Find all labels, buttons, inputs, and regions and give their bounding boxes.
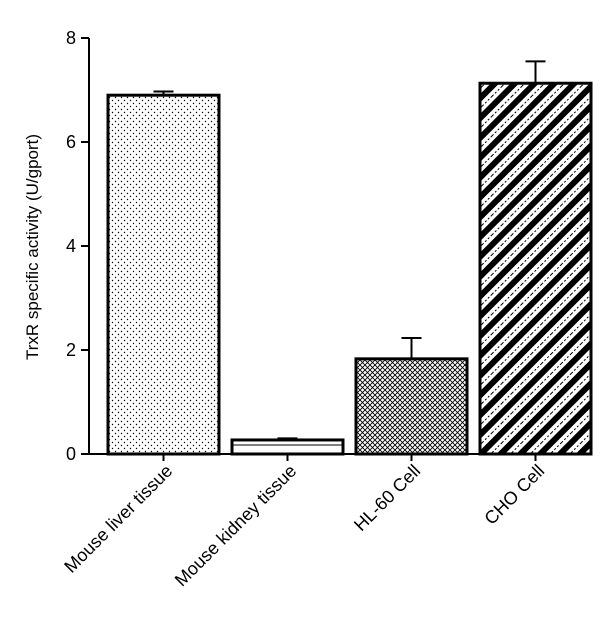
bar: [106, 93, 221, 456]
x-category-label: Mouse kidney tissue: [171, 461, 300, 590]
y-tick-label: 6: [66, 132, 76, 152]
y-tick-label: 0: [66, 444, 76, 464]
y-tick-label: 2: [66, 340, 76, 360]
bars: [106, 60, 593, 456]
y-axis: 0 2 4 6 8: [66, 28, 90, 464]
y-tick-label: 4: [66, 236, 76, 256]
bar: [230, 438, 345, 456]
bar: [354, 357, 469, 456]
x-category-label: Mouse liver tissue: [60, 461, 176, 577]
y-tick-label: 8: [66, 28, 76, 48]
y-axis-title: TrxR specific activity (U/gport): [23, 134, 42, 360]
bar: [478, 81, 593, 456]
x-category-label: CHO Cell: [480, 461, 548, 529]
x-category-label: HL-60 Cell: [350, 461, 424, 535]
